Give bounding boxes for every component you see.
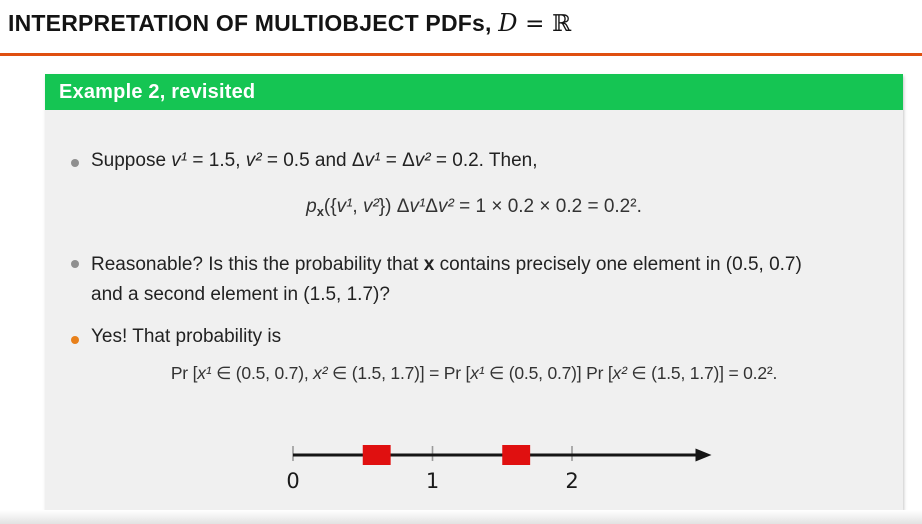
block-header: Example 2, revisited xyxy=(45,74,903,110)
bullet-text-line: and a second element in (1.5, 1.7)? xyxy=(91,284,390,305)
page-title: INTERPRETATION OF MULTIOBJECT PDFs, D = … xyxy=(8,9,572,37)
svg-text:2: 2 xyxy=(565,469,578,493)
bottom-fade xyxy=(0,510,922,524)
block-body: Suppose v¹ = 1.5, v² = 0.5 and Δv¹ = Δv²… xyxy=(45,110,903,510)
svg-text:1: 1 xyxy=(426,469,439,493)
number-line: 0 1 2 xyxy=(270,433,720,495)
display-equation-pdf: px({v¹, v²}) Δv¹Δv² = 1 × 0.2 × 0.2 = 0.… xyxy=(306,196,642,219)
number-line-svg: 0 1 2 xyxy=(286,445,712,493)
bullet-marker-orange xyxy=(71,336,79,344)
svg-text:0: 0 xyxy=(286,469,299,493)
bullet-text-line: Reasonable? Is this the probability that… xyxy=(91,254,802,275)
display-equation-probability: Pr [x¹ ∈ (0.5, 0.7), x² ∈ (1.5, 1.7)] = … xyxy=(170,363,778,383)
bullet-marker-gray xyxy=(71,260,79,268)
bullet-item-yes: Yes! That probability is xyxy=(91,326,282,347)
bullet-item-reasonable: Reasonable? Is this the probability that… xyxy=(91,250,891,310)
bullet-item-suppose: Suppose v¹ = 1.5, v² = 0.5 and Δv¹ = Δv²… xyxy=(91,150,538,171)
bullet-marker-gray xyxy=(71,159,79,167)
title-rule xyxy=(0,53,922,56)
example-block: Example 2, revisited Suppose v¹ = 1.5, v… xyxy=(45,74,903,510)
